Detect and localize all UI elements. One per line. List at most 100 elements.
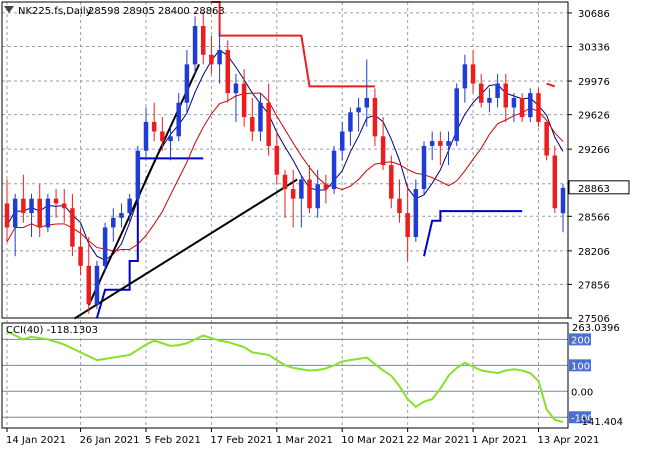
candle-body xyxy=(282,174,288,190)
time-tick-label: 14 Jan 2021 xyxy=(6,435,66,446)
candle-body xyxy=(536,93,541,122)
candle-body xyxy=(372,97,378,137)
candle-body xyxy=(45,198,51,228)
candle-body xyxy=(151,121,157,132)
cci-tick-box xyxy=(569,333,591,346)
candle-body xyxy=(389,165,394,199)
cci-zero-box xyxy=(569,385,591,398)
candle-body xyxy=(37,198,42,228)
candle-body xyxy=(29,198,34,214)
candle-body xyxy=(339,131,345,151)
candle-body xyxy=(176,102,181,137)
ma-fast-line xyxy=(6,49,564,261)
candle-body xyxy=(184,64,190,103)
candle-body xyxy=(200,25,206,55)
candle-body xyxy=(290,189,296,199)
moving-averages xyxy=(6,49,564,261)
dropdown-triangle-icon xyxy=(4,6,14,13)
cci-top-label: 263.0396 xyxy=(572,323,620,334)
candle-body xyxy=(160,131,165,142)
cci-series-line xyxy=(6,330,564,423)
cci-bottom-label: -141.404 xyxy=(578,417,623,428)
candle-body xyxy=(127,198,132,214)
labels: NK225.fs,Daily 28598 28905 28400 28863 C… xyxy=(6,6,225,336)
level-line xyxy=(211,1,375,88)
time-tick-label: 13 Apr 2021 xyxy=(537,435,599,446)
price-tick-label: 27856 xyxy=(578,280,610,291)
candle-body xyxy=(233,83,239,94)
candle-body xyxy=(111,217,116,228)
candle-body xyxy=(258,102,263,132)
candle-body xyxy=(487,97,492,103)
cci-zero-label: 0.00 xyxy=(571,387,593,398)
frame xyxy=(1,1,569,429)
candle-body xyxy=(102,227,108,266)
candle-body xyxy=(307,179,312,209)
time-tick-label: 10 Mar 2021 xyxy=(341,435,404,446)
candle-body xyxy=(364,97,370,108)
candle-body xyxy=(61,203,67,209)
candle-body xyxy=(119,213,124,218)
candle-body xyxy=(519,97,525,118)
cci-line xyxy=(6,330,564,423)
cci-tick-label: -100 xyxy=(571,413,594,424)
level-lines xyxy=(95,1,556,319)
time-tick-label: 1 Mar 2021 xyxy=(276,435,333,446)
candle-body xyxy=(331,150,337,190)
candle-body xyxy=(217,49,222,65)
candle-body xyxy=(413,189,419,238)
candle-body xyxy=(544,121,549,156)
price-tick-label: 30336 xyxy=(578,43,610,54)
cci-tick-label: 100 xyxy=(571,361,590,372)
candle-body xyxy=(446,141,451,146)
candle-body xyxy=(421,145,427,190)
cci-tick-box xyxy=(569,411,591,424)
price-tick-label: 28206 xyxy=(578,247,610,258)
candles xyxy=(4,11,566,314)
ma-slow-line xyxy=(6,92,564,252)
cci-label: CCI(40) -118.1303 xyxy=(6,325,98,336)
candle-body xyxy=(397,198,402,214)
candle-body xyxy=(503,83,509,108)
candle-body xyxy=(315,184,320,209)
candle-body xyxy=(70,208,75,247)
price-axis: 3068630336299762962629266289062856628206… xyxy=(568,9,630,325)
candle-body xyxy=(470,64,476,84)
candle-body xyxy=(135,150,141,199)
time-axis: 14 Jan 2021 26 Jan 2021 5 Feb 2021 17 Feb 2… xyxy=(6,428,599,446)
candle-body xyxy=(209,54,214,65)
cci-tick-label: 200 xyxy=(571,335,590,346)
candle-body xyxy=(454,88,459,142)
grid xyxy=(2,2,568,428)
candle-body xyxy=(438,141,443,146)
candle-body xyxy=(192,25,198,65)
price-tick-label: 29976 xyxy=(578,77,610,88)
candle-body xyxy=(53,198,59,204)
price-panel-frame xyxy=(1,1,569,319)
price-tick-label: 27506 xyxy=(578,314,610,325)
candle-body xyxy=(274,145,280,175)
candle-body xyxy=(348,112,353,132)
candle-body xyxy=(168,136,173,142)
last-price-box xyxy=(568,180,630,195)
candle-body xyxy=(528,93,533,118)
candle-body xyxy=(225,49,231,94)
candle-body xyxy=(86,265,92,305)
candle-body xyxy=(21,198,26,214)
level-line xyxy=(423,210,523,257)
candle-body xyxy=(143,121,149,151)
last-price-label: 28863 xyxy=(578,184,610,195)
cci-tick-box xyxy=(569,359,591,372)
level-line xyxy=(546,82,556,88)
ohlc-label: 28598 28905 28400 28863 xyxy=(88,6,225,17)
candle-body xyxy=(4,203,10,228)
candle-body xyxy=(511,97,517,108)
candle-body xyxy=(380,136,386,166)
candle-body xyxy=(405,213,410,238)
time-tick-label: 1 Apr 2021 xyxy=(472,435,527,446)
time-tick-label: 26 Jan 2021 xyxy=(80,435,140,446)
candle-body xyxy=(250,117,255,132)
cci-panel-frame xyxy=(1,322,569,429)
